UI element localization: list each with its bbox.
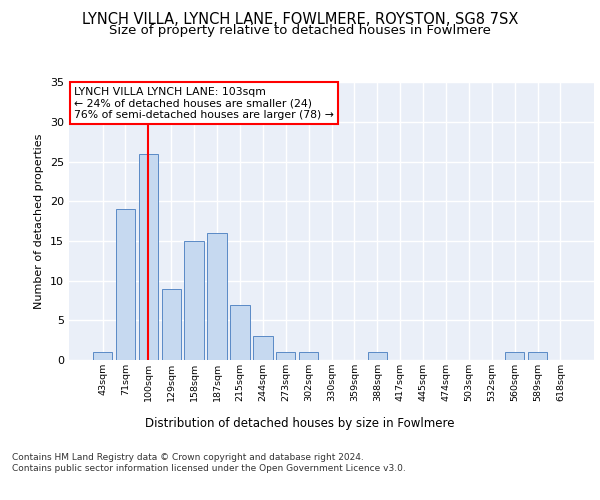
Text: Contains HM Land Registry data © Crown copyright and database right 2024.: Contains HM Land Registry data © Crown c… bbox=[12, 452, 364, 462]
Y-axis label: Number of detached properties: Number of detached properties bbox=[34, 134, 44, 309]
Bar bbox=[139, 154, 158, 360]
Text: LYNCH VILLA, LYNCH LANE, FOWLMERE, ROYSTON, SG8 7SX: LYNCH VILLA, LYNCH LANE, FOWLMERE, ROYST… bbox=[82, 12, 518, 28]
Text: LYNCH VILLA LYNCH LANE: 103sqm
← 24% of detached houses are smaller (24)
76% of : LYNCH VILLA LYNCH LANE: 103sqm ← 24% of … bbox=[74, 86, 334, 120]
Bar bbox=[116, 210, 135, 360]
Bar bbox=[276, 352, 295, 360]
Text: Distribution of detached houses by size in Fowlmere: Distribution of detached houses by size … bbox=[145, 418, 455, 430]
Bar bbox=[528, 352, 547, 360]
Text: Contains public sector information licensed under the Open Government Licence v3: Contains public sector information licen… bbox=[12, 464, 406, 473]
Bar bbox=[505, 352, 524, 360]
Bar bbox=[184, 241, 204, 360]
Bar bbox=[368, 352, 387, 360]
Bar bbox=[93, 352, 112, 360]
Bar bbox=[230, 304, 250, 360]
Bar bbox=[161, 288, 181, 360]
Bar bbox=[208, 233, 227, 360]
Bar bbox=[299, 352, 319, 360]
Text: Size of property relative to detached houses in Fowlmere: Size of property relative to detached ho… bbox=[109, 24, 491, 37]
Bar bbox=[253, 336, 272, 360]
